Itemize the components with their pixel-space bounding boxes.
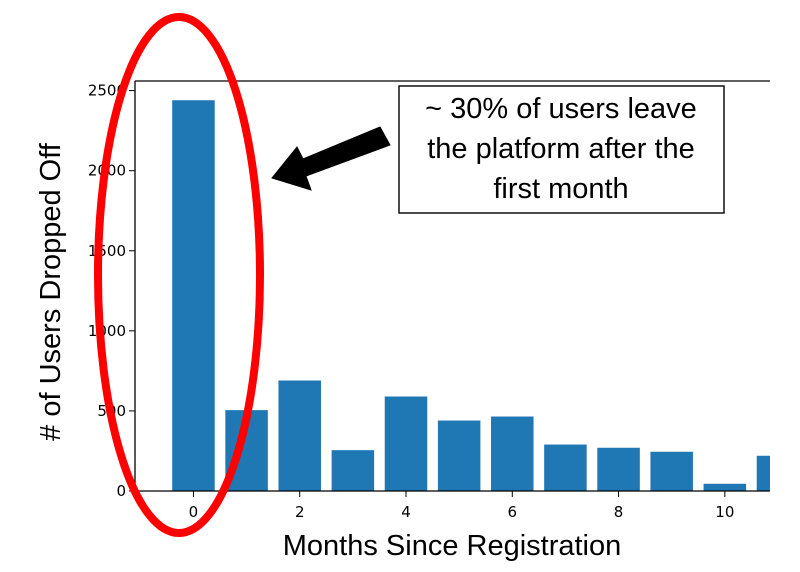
- y-tick-label: 1500: [88, 242, 126, 260]
- x-ticks-group: 0 2 4 6 8 10: [189, 491, 734, 521]
- bar-month-7: [544, 444, 587, 491]
- bar-month-9: [650, 451, 693, 491]
- y-tick-label: 1000: [88, 322, 126, 340]
- x-tick-label: 2: [295, 503, 305, 521]
- y-tick-label: 0: [116, 482, 126, 500]
- bar-month-4: [384, 396, 428, 491]
- x-tick-label: 8: [614, 503, 624, 521]
- bar-month-2: [278, 380, 321, 491]
- bar-month-10: [703, 483, 747, 491]
- bar-month-0: [172, 100, 215, 491]
- x-tick-label: 0: [189, 503, 199, 521]
- x-axis-title: Months Since Registration: [283, 530, 622, 562]
- bar-month-6: [491, 416, 534, 491]
- bar-month-11: [756, 455, 770, 491]
- callout-arrow: [271, 126, 391, 191]
- bar-month-3: [331, 450, 375, 491]
- y-tick-label: 2500: [88, 82, 126, 100]
- callout-line-3: first month: [493, 173, 628, 205]
- callout-box: [398, 85, 725, 214]
- callout-line-1: ~ 30% of users leave: [425, 93, 697, 125]
- bar-month-5: [437, 420, 481, 491]
- callout-line-2: the platform after the: [427, 133, 695, 165]
- x-tick-label: 4: [401, 503, 411, 521]
- x-tick-label: 6: [508, 503, 518, 521]
- bar-month-8: [597, 447, 640, 491]
- x-tick-label: 10: [715, 503, 734, 521]
- highlight-ellipse: [94, 13, 264, 537]
- bars-group: [172, 100, 770, 491]
- y-axis-title: # of Users Dropped Off: [35, 142, 67, 441]
